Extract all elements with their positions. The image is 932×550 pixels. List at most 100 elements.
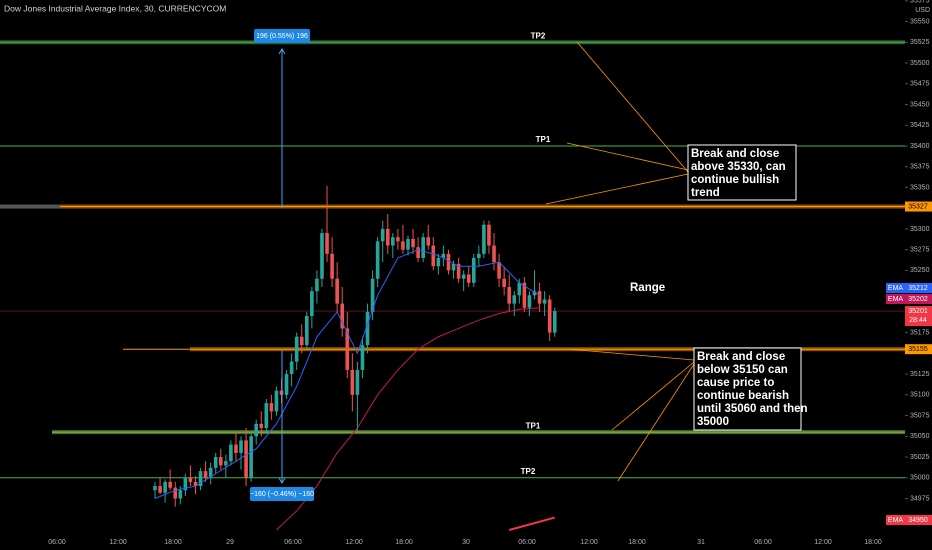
candle-body <box>320 233 324 279</box>
y-tick-label: 35175 <box>910 329 930 336</box>
y-tick-label: 35025 <box>910 454 930 461</box>
y-tick-label: 35500 <box>910 60 930 67</box>
ema-name: EMA <box>888 285 904 292</box>
candle-body <box>507 286 511 304</box>
y-tick-label: 35425 <box>910 122 930 129</box>
candle-body <box>512 295 517 304</box>
candle-body <box>198 471 203 487</box>
candle-body <box>492 245 496 263</box>
candle-body <box>542 299 547 304</box>
measure-arrow <box>278 48 286 55</box>
measure-arrow <box>278 477 286 484</box>
y-tick-label: 35050 <box>910 433 930 440</box>
note-box <box>687 144 797 201</box>
candle-body <box>477 253 481 258</box>
candle-body <box>380 228 385 242</box>
candle-body <box>451 263 456 271</box>
note-line: Break and close <box>691 148 779 160</box>
y-tick-label: 35400 <box>910 143 930 150</box>
y-tick-label: 35550 <box>910 18 930 25</box>
candle-body <box>487 224 491 246</box>
note-line: below 35150 can <box>697 364 788 376</box>
ema-value-box <box>905 294 932 304</box>
y-tick-label: 35475 <box>910 81 930 88</box>
candles <box>153 185 557 507</box>
price-label: 35327 <box>908 203 928 210</box>
candle-body <box>299 336 304 346</box>
note-box <box>693 347 802 431</box>
ema-value-box <box>905 283 932 293</box>
note-line: Break and close <box>697 351 785 363</box>
x-tick-label: 06:00 <box>48 539 66 546</box>
y-tick-label: 35575 <box>910 0 930 5</box>
y-tick-label: 35450 <box>910 101 930 108</box>
level-label: TP1 <box>526 421 541 430</box>
x-tick-label: 29 <box>226 539 234 546</box>
candle-body <box>269 403 274 412</box>
candle-body <box>213 457 218 468</box>
ema-value: 35202 <box>908 296 928 303</box>
x-tick-label: 12:00 <box>580 539 598 546</box>
candle-body <box>218 457 223 466</box>
candle-body <box>532 291 537 296</box>
candle-body <box>158 486 162 493</box>
candle-body <box>522 282 527 308</box>
y-tick-label: 35375 <box>910 164 930 171</box>
candle-body <box>497 262 501 279</box>
candle-body <box>239 440 243 453</box>
candle-body <box>441 253 446 258</box>
y-tick-label: 35250 <box>910 267 930 274</box>
candle-body <box>310 291 314 317</box>
candle-body <box>552 311 557 333</box>
candle-body <box>401 241 405 250</box>
candle-body <box>325 233 329 254</box>
candle-body <box>153 486 157 491</box>
candle-body <box>471 257 476 283</box>
candle-body <box>173 487 178 499</box>
last-price-box <box>905 306 932 327</box>
arrows <box>545 41 695 482</box>
countdown: 28:44 <box>909 317 927 324</box>
level-label: TP2 <box>531 31 546 40</box>
ema-value: 34950 <box>908 517 928 524</box>
candle-body <box>244 440 248 478</box>
candle-body <box>396 237 400 242</box>
x-tick-label: 31 <box>697 539 705 546</box>
x-tick-label: 18:00 <box>864 539 882 546</box>
candle-body <box>436 257 441 267</box>
candle-body <box>537 291 542 304</box>
ema-name: EMA <box>888 296 904 303</box>
candle-body <box>289 361 294 375</box>
candle-body <box>456 263 461 279</box>
ema-name-box <box>886 515 905 525</box>
y-tick-label: 35075 <box>910 412 930 419</box>
ema-line <box>276 307 540 531</box>
candle-body <box>203 471 208 478</box>
y-tick-label: 35350 <box>910 184 930 191</box>
x-tick-label: 30 <box>462 539 470 546</box>
measure-box <box>254 29 310 43</box>
y-tick-label: 35100 <box>910 392 930 399</box>
candle-body <box>426 237 431 246</box>
y-tick-label: 34975 <box>910 495 930 502</box>
y-tick-label: 35300 <box>910 226 930 233</box>
measure-label: −160 (−0.46%) −160 <box>250 491 314 498</box>
candle-body <box>517 282 522 296</box>
candle-body <box>365 311 370 346</box>
x-tick-label: 18:00 <box>628 539 646 546</box>
axis: 34975 35000 35025 35050 35075 35100 35125 35175… <box>886 0 932 525</box>
candle-body <box>330 253 334 279</box>
candle-body <box>355 369 360 395</box>
candle-body <box>482 224 486 254</box>
note-line: cause price to <box>697 377 774 389</box>
ema-line <box>508 516 556 531</box>
candle-body <box>416 247 420 258</box>
note-line: 35000 <box>697 416 729 428</box>
measure-box <box>250 487 314 501</box>
note-line: continue bearish <box>697 390 789 402</box>
currency: USD <box>915 7 930 14</box>
ema-value: 35212 <box>908 285 928 292</box>
candle-body <box>224 461 228 466</box>
